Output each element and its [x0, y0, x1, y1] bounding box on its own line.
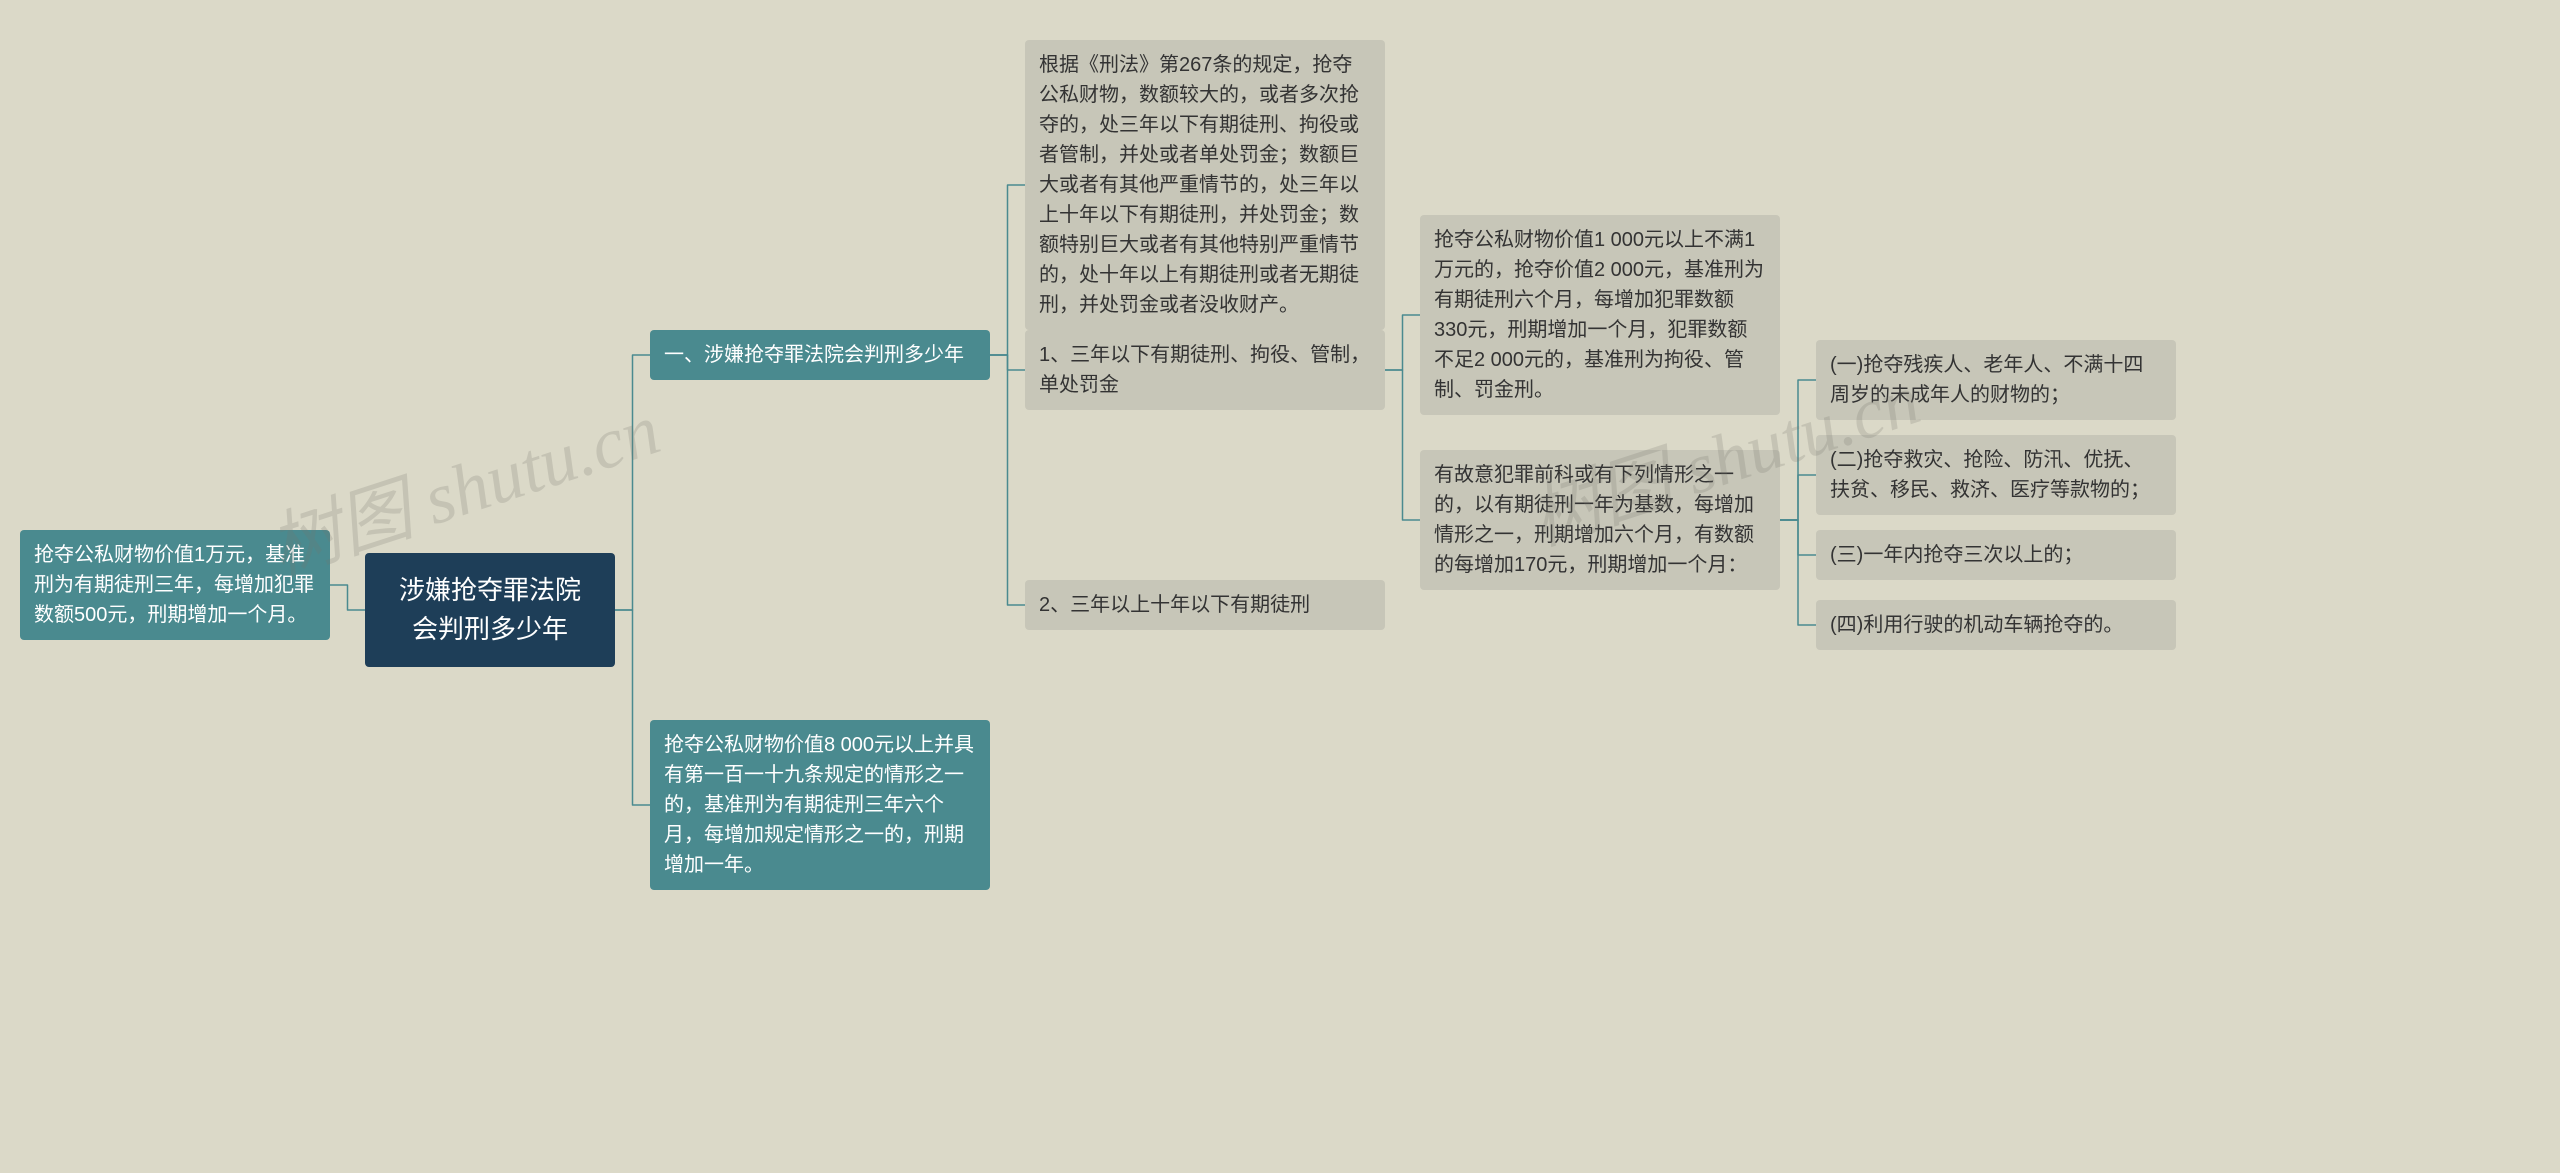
- node-c4: (四)利用行驶的机动车辆抢夺的。: [1816, 600, 2176, 650]
- node-left1: 抢夺公私财物价值1万元，基准刑为有期徒刑三年，每增加犯罪数额500元，刑期增加一…: [20, 530, 330, 640]
- node-t1b: 有故意犯罪前科或有下列情形之一的，以有期徒刑一年为基数，每增加情形之一，刑期增加…: [1420, 450, 1780, 590]
- node-root: 涉嫌抢夺罪法院会判刑多少年: [365, 553, 615, 667]
- node-sec1: 一、涉嫌抢夺罪法院会判刑多少年: [650, 330, 990, 380]
- node-c1: (一)抢夺残疾人、老年人、不满十四周岁的未成年人的财物的；: [1816, 340, 2176, 420]
- node-c2: (二)抢夺救灾、抢险、防汛、优抚、扶贫、移民、救济、医疗等款物的；: [1816, 435, 2176, 515]
- node-tier2: 2、三年以上十年以下有期徒刑: [1025, 580, 1385, 630]
- node-law: 根据《刑法》第267条的规定，抢夺公私财物，数额较大的，或者多次抢夺的，处三年以…: [1025, 40, 1385, 330]
- node-t1a: 抢夺公私财物价值1 000元以上不满1万元的，抢夺价值2 000元，基准刑为有期…: [1420, 215, 1780, 415]
- node-tier1: 1、三年以下有期徒刑、拘役、管制，单处罚金: [1025, 330, 1385, 410]
- node-sec2: 抢夺公私财物价值8 000元以上并具有第一百一十九条规定的情形之一的，基准刑为有…: [650, 720, 990, 890]
- node-c3: (三)一年内抢夺三次以上的；: [1816, 530, 2176, 580]
